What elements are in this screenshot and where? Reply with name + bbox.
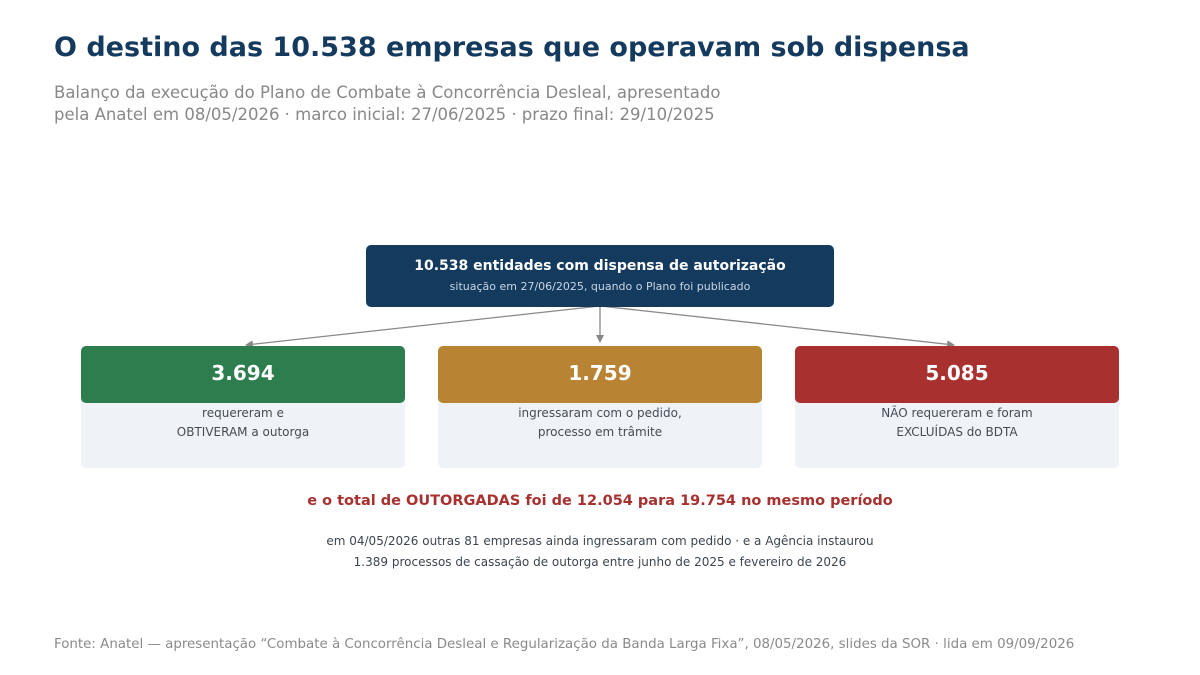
outcome-description-line-1: requereram e bbox=[202, 406, 284, 420]
outcome-description-em-tramite: ingressaram com o pedido, processo em tr… bbox=[438, 404, 762, 442]
footnote: em 04/05/2026 outras 81 empresas ainda i… bbox=[0, 531, 1200, 573]
outcome-value-outorgadas: 3.694 bbox=[211, 361, 275, 385]
connector-to-outorgadas bbox=[245, 305, 601, 349]
outcome-header-outorgadas: 3.694 bbox=[81, 346, 405, 403]
footnote-line-1: em 04/05/2026 outras 81 empresas ainda i… bbox=[326, 534, 874, 548]
page-title: O destino das 10.538 empresas que operav… bbox=[54, 32, 970, 63]
outcome-header-excluidas: 5.085 bbox=[795, 346, 1119, 403]
outcome-description-line-1: NÃO requereram e foram bbox=[881, 406, 1033, 420]
outcome-card-outorgadas: 3.694 requereram e OBTIVERAM a outorga bbox=[81, 346, 405, 468]
outcome-description-outorgadas: requereram e OBTIVERAM a outorga bbox=[81, 404, 405, 442]
outcome-header-em-tramite: 1.759 bbox=[438, 346, 762, 403]
outcome-description-line-2: EXCLUÍDAS do BDTA bbox=[896, 425, 1018, 439]
outcome-card-excluidas: 5.085 NÃO requereram e foram EXCLUÍDAS d… bbox=[795, 346, 1119, 468]
outcome-description-line-1: ingressaram com o pedido, bbox=[518, 406, 682, 420]
outcome-value-excluidas: 5.085 bbox=[925, 361, 989, 385]
page-subtitle: Balanço da execução do Plano de Combate … bbox=[54, 82, 854, 126]
outcome-description-excluidas: NÃO requereram e foram EXCLUÍDAS do BDTA bbox=[795, 404, 1119, 442]
highlight-statement: e o total de OUTORGADAS foi de 12.054 pa… bbox=[307, 493, 893, 509]
root-node-box: 10.538 entidades com dispensa de autoriz… bbox=[366, 245, 834, 307]
outcome-description-line-2: OBTIVERAM a outorga bbox=[176, 425, 310, 439]
subtitle-line-1: Balanço da execução do Plano de Combate … bbox=[54, 83, 721, 102]
footnote-line-2: 1.389 processos de cassação de outorga e… bbox=[353, 555, 847, 569]
root-node-subtitle: situação em 27/06/2025, quando o Plano f… bbox=[449, 280, 751, 293]
source-citation: Fonte: Anatel — apresentação “Combate à … bbox=[54, 637, 1075, 652]
connector-to-excluidas bbox=[599, 305, 955, 349]
outcome-value-em-tramite: 1.759 bbox=[568, 361, 632, 385]
outcome-description-line-2: processo em trâmite bbox=[537, 425, 663, 439]
subtitle-line-2: pela Anatel em 08/05/2026 · marco inicia… bbox=[54, 105, 715, 124]
outcome-card-em-tramite: 1.759 ingressaram com o pedido, processo… bbox=[438, 346, 762, 468]
root-node-title: 10.538 entidades com dispensa de autoriz… bbox=[414, 258, 786, 274]
